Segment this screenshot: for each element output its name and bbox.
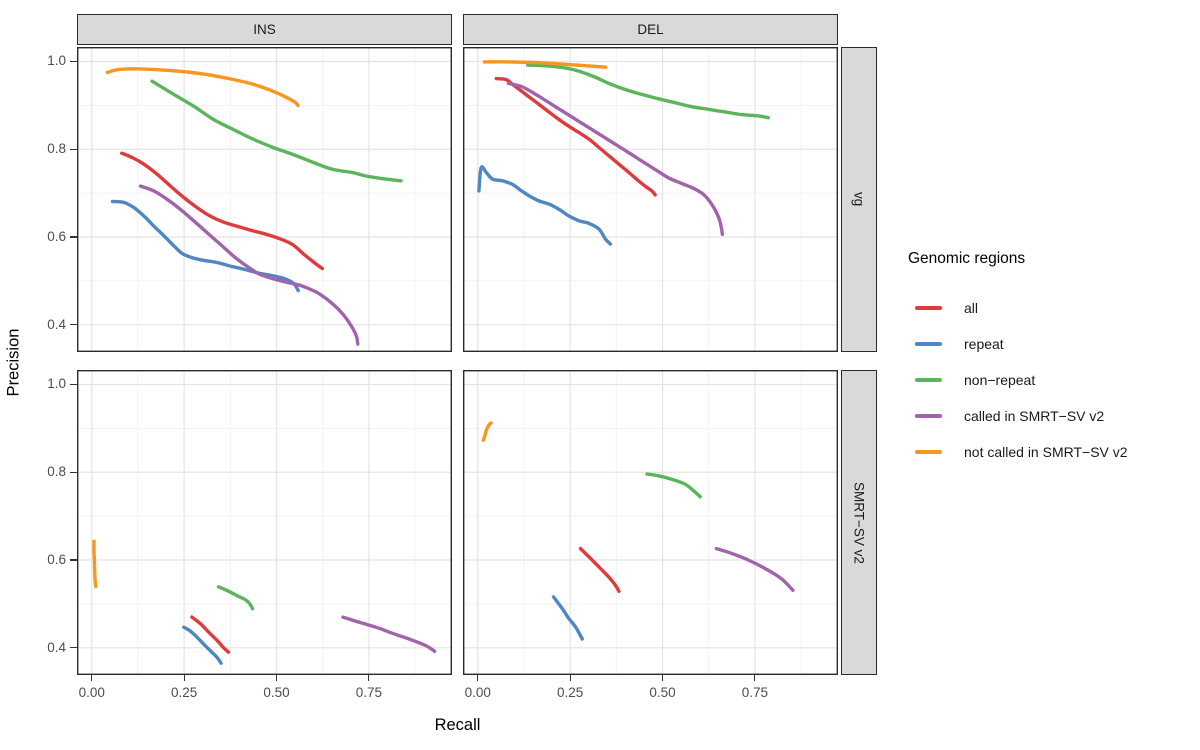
series-line-all xyxy=(494,76,657,197)
x-tick-label: 0.50 xyxy=(263,685,290,700)
series-line-not_called xyxy=(105,67,300,108)
legend-item-label: called in SMRT−SV v2 xyxy=(964,408,1105,424)
legend-key-line-icon xyxy=(915,378,942,382)
y-axis-title: Precision xyxy=(4,328,23,397)
x-tick-label: 0.75 xyxy=(741,685,768,700)
series-line-non_repeat xyxy=(150,79,403,183)
y-tick-mark xyxy=(70,60,77,63)
series-line-all xyxy=(578,546,621,593)
x-tick-label: 0.00 xyxy=(78,685,105,700)
series-line-non_repeat xyxy=(216,585,255,611)
panel-ins-row1 xyxy=(77,370,452,675)
x-tick-mark xyxy=(183,675,185,681)
x-tick-mark xyxy=(569,675,571,681)
legend-title: Genomic regions xyxy=(908,250,1026,267)
x-tick-mark xyxy=(368,675,370,681)
panel-border xyxy=(463,47,838,352)
legend-item-label: all xyxy=(964,300,979,316)
legend-item-not_called: not called in SMRT−SV v2 xyxy=(905,434,1200,470)
x-tick-label: 0.25 xyxy=(171,685,198,700)
panel-ins-row0 xyxy=(77,47,452,352)
legend-key-line-icon xyxy=(915,414,942,418)
panel-border xyxy=(463,370,838,675)
y-tick-mark xyxy=(70,647,77,649)
y-tick-mark xyxy=(70,324,77,326)
series-line-repeat xyxy=(551,595,584,641)
panel-del-row0 xyxy=(463,47,838,352)
y-tick-mark xyxy=(70,559,77,561)
panel-border xyxy=(77,370,452,675)
series-line-repeat xyxy=(477,165,613,246)
series-line-not_called xyxy=(92,539,98,589)
y-tick-mark xyxy=(70,471,77,473)
legend-item-non_repeat: non−repeat xyxy=(905,362,1200,398)
x-tick-mark xyxy=(477,675,479,681)
series-line-not_called xyxy=(482,60,608,69)
x-tick-label: 0.25 xyxy=(557,685,584,700)
series-line-called xyxy=(506,81,725,237)
x-tick-label: 0.00 xyxy=(464,685,491,700)
legend-key-line-icon xyxy=(915,342,942,346)
facet-strip-vg: vg xyxy=(841,47,877,352)
y-tick-label: 0.8 xyxy=(47,464,66,480)
legend-item-all: all xyxy=(905,290,1200,326)
panel-background xyxy=(463,47,838,352)
legend-item-label: repeat xyxy=(964,336,1004,352)
y-tick-label: 0.4 xyxy=(47,316,66,332)
legend: Genomic regions all repeat non−repeat calle… xyxy=(905,250,1200,470)
y-tick-label: 0.6 xyxy=(47,552,66,568)
x-tick-mark xyxy=(661,675,664,681)
legend-item-label: not called in SMRT−SV v2 xyxy=(964,444,1128,460)
series-line-called xyxy=(138,184,360,346)
legend-key-line-icon xyxy=(915,450,942,454)
y-tick-label: 0.8 xyxy=(47,141,66,157)
panel-background xyxy=(463,370,838,675)
y-tick-label: 1.0 xyxy=(47,376,66,392)
legend-items: all repeat non−repeat called in SMRT−SV v2 n… xyxy=(905,290,1200,470)
y-tick-label: 1.0 xyxy=(47,53,66,69)
y-tick-mark xyxy=(70,148,77,150)
y-tick-mark xyxy=(70,383,77,386)
series-line-non_repeat xyxy=(645,472,702,499)
legend-item-called: called in SMRT−SV v2 xyxy=(905,398,1200,434)
series-line-all xyxy=(120,151,324,271)
legend-key-line-icon xyxy=(915,306,942,310)
x-tick-mark xyxy=(275,675,278,681)
panel-del-row1 xyxy=(463,370,838,675)
x-tick-label: 0.50 xyxy=(649,685,676,700)
panel-border xyxy=(77,47,452,352)
series-line-called xyxy=(341,615,437,653)
x-tick-mark xyxy=(754,675,756,681)
facet-strip-ins: INS xyxy=(77,14,452,45)
y-tick-label: 0.6 xyxy=(47,229,66,245)
legend-item-label: non−repeat xyxy=(964,372,1036,388)
series-line-non_repeat xyxy=(526,63,770,120)
series-line-repeat xyxy=(182,625,223,665)
series-line-repeat xyxy=(110,199,300,293)
series-line-called xyxy=(714,546,795,592)
x-tick-mark xyxy=(91,675,93,681)
facet-strip-smrtsv-v2: SMRT−SV v2 xyxy=(841,370,877,675)
panel-background xyxy=(77,370,452,675)
series-line-not_called xyxy=(481,421,493,442)
legend-item-repeat: repeat xyxy=(905,326,1200,362)
facet-strip-del: DEL xyxy=(463,14,838,45)
panel-background xyxy=(77,47,452,352)
y-tick-label: 0.4 xyxy=(47,639,66,655)
x-axis-title: Recall xyxy=(434,716,481,734)
y-tick-mark xyxy=(70,236,77,238)
x-tick-label: 0.75 xyxy=(355,685,382,700)
series-line-all xyxy=(190,615,231,654)
